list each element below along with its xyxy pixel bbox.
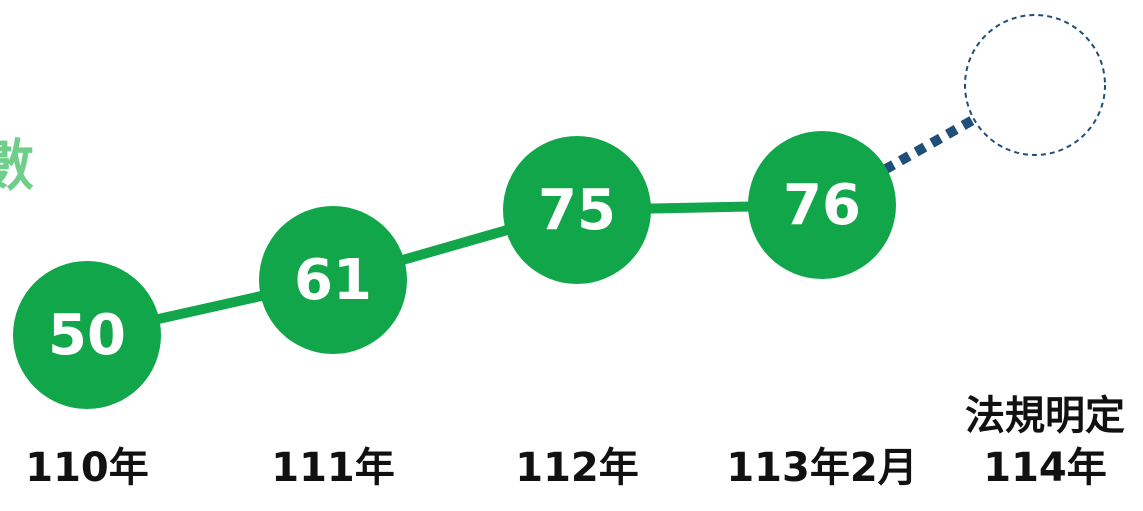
category-label: 110年 <box>25 445 149 491</box>
category-line: 法規明定 <box>965 393 1125 439</box>
category-line: 114年 <box>983 445 1107 491</box>
value-label: 100 <box>977 53 1094 118</box>
value-circle <box>748 131 896 279</box>
value-circle <box>503 136 651 284</box>
category-label: 法規明定 114年 <box>965 393 1125 491</box>
value-label: 75 <box>538 178 616 243</box>
category-label: 112年 <box>515 445 639 491</box>
value-label: 76 <box>783 173 861 238</box>
value-label: 50 <box>48 303 126 368</box>
value-circle <box>259 206 407 354</box>
category-label: 111年 <box>271 445 395 491</box>
data-line <box>85 200 823 340</box>
category-label: 113年2月 <box>726 445 917 491</box>
value-label: 61 <box>294 248 372 313</box>
target-circle <box>964 14 1106 156</box>
chart-title: 數 <box>0 134 34 199</box>
value-circle <box>13 261 161 409</box>
